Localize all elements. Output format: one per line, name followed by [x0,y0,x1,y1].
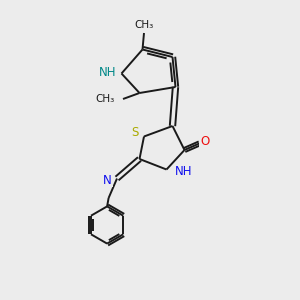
Text: O: O [200,135,209,148]
Text: NH: NH [99,65,116,79]
Text: S: S [131,126,139,140]
Text: CH₃: CH₃ [95,94,115,104]
Text: N: N [103,173,112,187]
Text: CH₃: CH₃ [134,20,154,30]
Text: NH: NH [175,165,192,178]
